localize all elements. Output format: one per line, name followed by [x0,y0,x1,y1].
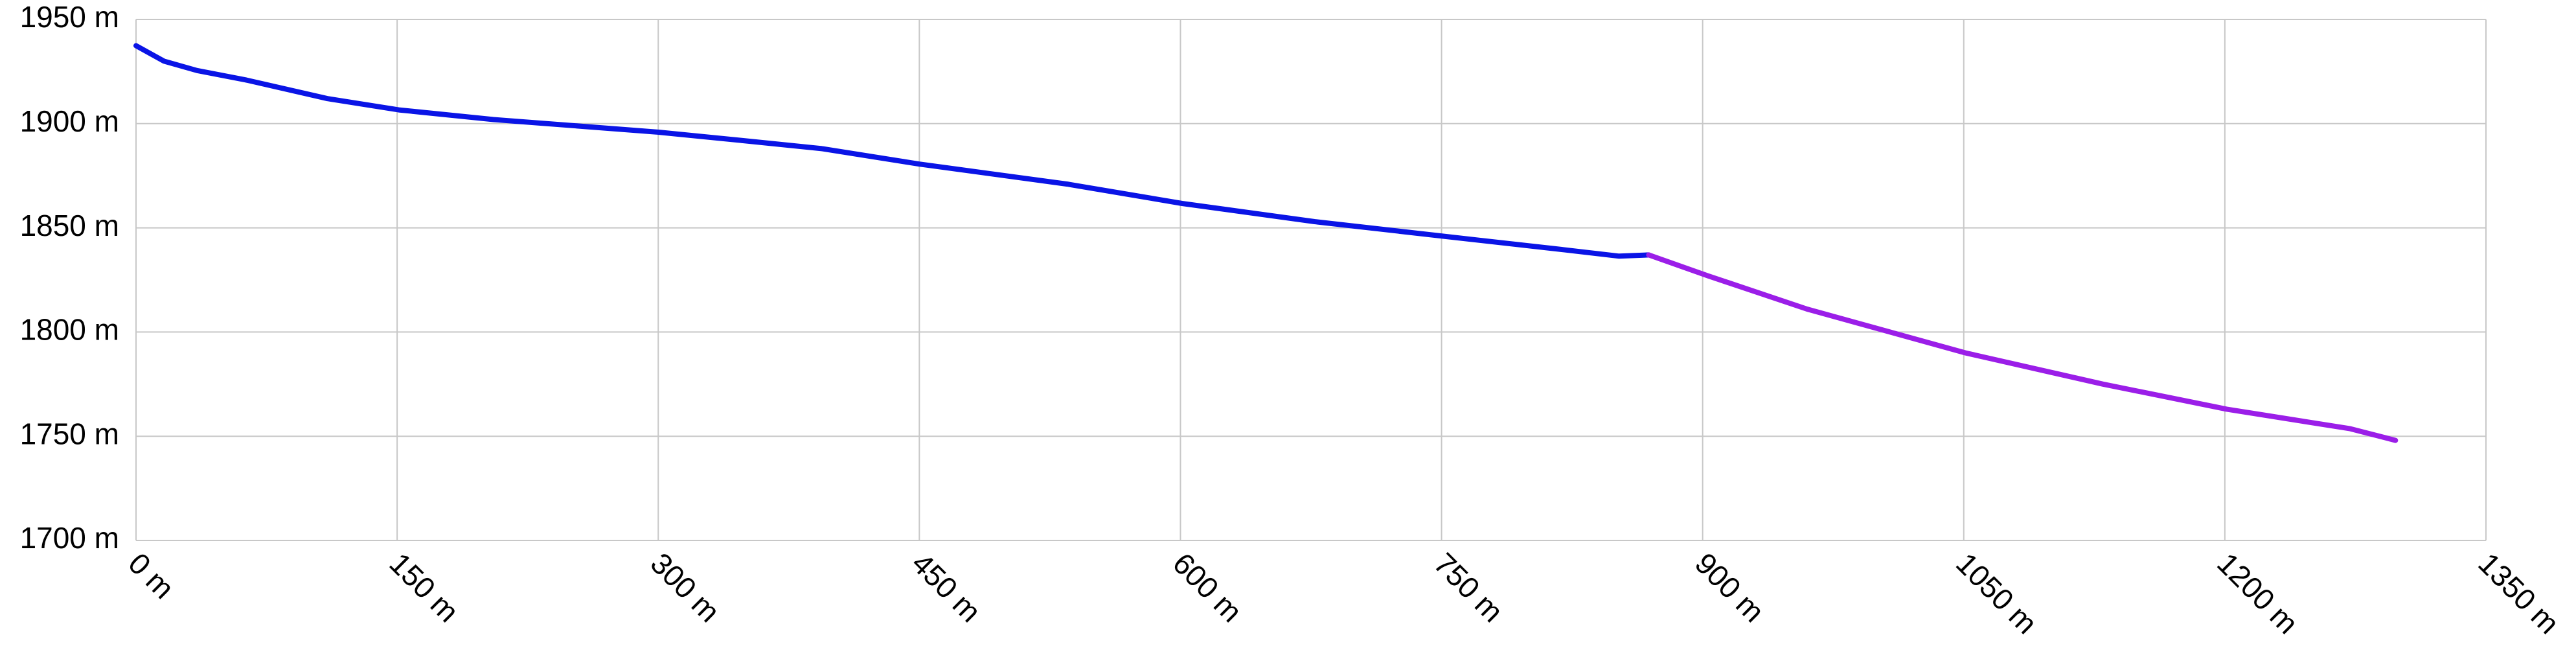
x-tick-label: 0 m [122,546,181,605]
x-tick-label: 150 m [383,546,465,629]
y-tick-label: 1700 m [20,521,119,555]
y-tick-label: 1800 m [20,313,119,347]
x-tick-label: 1200 m [2211,546,2305,640]
x-tick-label: 900 m [1689,546,1771,629]
y-tick-label: 1950 m [20,0,119,34]
x-tick-label: 1350 m [2472,546,2566,640]
elevation-line [1646,252,2399,443]
y-tick-label: 1900 m [20,104,119,138]
x-tick-label: 600 m [1167,546,1249,629]
x-tick-label: 750 m [1428,546,1510,629]
x-tick-label: 300 m [644,546,727,629]
y-tick-label: 1850 m [20,209,119,242]
x-tick-label: 1050 m [1950,546,2044,640]
y-tick-label: 1750 m [20,417,119,450]
elevation-line [133,43,1652,259]
x-tick-label: 450 m [906,546,988,629]
